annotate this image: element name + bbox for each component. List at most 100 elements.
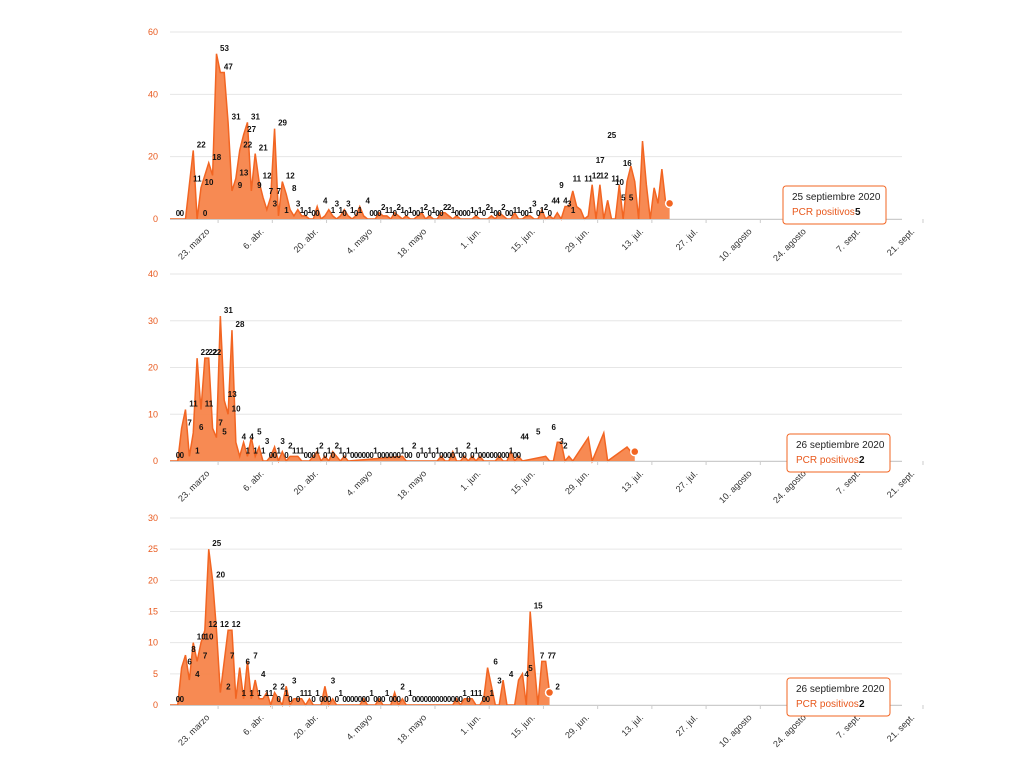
data-label: 0 (416, 695, 421, 704)
x-tick-label: 13. jul. (619, 468, 645, 494)
data-label: 3 (497, 676, 502, 685)
data-label: 1 (346, 446, 351, 455)
data-label: 9 (257, 181, 262, 190)
data-label: 1 (338, 446, 343, 455)
x-tick-label: 15. jun. (509, 226, 537, 254)
tooltip-value: 2 (859, 699, 865, 710)
hover-marker[interactable] (544, 687, 555, 698)
x-tick-label: 6. abr. (241, 712, 266, 737)
tooltip: 25 septiembre 2020 PCR positivos 5 (782, 185, 887, 225)
data-label: 1 (195, 446, 200, 455)
data-label: 0 (331, 451, 336, 460)
tooltip-series-name: PCR positivos (792, 207, 855, 218)
data-label: 1 (420, 206, 425, 215)
hover-marker[interactable] (664, 198, 675, 209)
data-label: 5 (222, 428, 227, 437)
data-label: 4 (555, 197, 560, 206)
data-label: 1 (408, 689, 413, 698)
data-label: 1 (257, 689, 262, 698)
data-label: 0 (354, 695, 359, 704)
data-label: 0 (381, 451, 386, 460)
y-tick-label: 40 (148, 269, 158, 279)
data-label: 1 (307, 206, 312, 215)
data-label: 8 (292, 184, 297, 193)
data-label: 1 (513, 206, 518, 215)
tooltip-date: 26 septiembre 2020 (796, 440, 885, 451)
data-label: 12 (220, 620, 229, 629)
data-label: 11 (189, 400, 198, 409)
data-label: 13 (228, 390, 237, 399)
data-label: 7 (540, 651, 545, 660)
data-label: 1 (373, 446, 378, 455)
x-tick-label: 4. mayo (344, 468, 374, 498)
y-tick-label: 0 (153, 214, 158, 224)
x-tick-label: 29. jun. (563, 712, 591, 740)
data-label: 0 (381, 695, 386, 704)
data-label: 0 (311, 695, 316, 704)
data-label: 5 (257, 428, 262, 437)
data-label: 4 (520, 432, 525, 441)
y-tick-label: 40 (148, 89, 158, 99)
data-label: 0 (501, 451, 506, 460)
data-label: 1 (245, 446, 250, 455)
data-label: 0 (466, 209, 471, 218)
data-label: 4 (195, 670, 200, 679)
data-label: 17 (596, 156, 605, 165)
data-label: 1 (242, 689, 247, 698)
data-label: 0 (346, 695, 351, 704)
x-tick-label: 15. jun. (509, 468, 537, 496)
tooltip-value: 5 (855, 207, 861, 218)
data-label: 1 (300, 206, 305, 215)
data-label: 0 (509, 209, 514, 218)
data-label: 0 (435, 209, 440, 218)
data-label: 0 (513, 451, 518, 460)
x-tick-label: 6. abr. (241, 226, 266, 251)
data-label: 53 (220, 44, 229, 53)
data-label: 12 (600, 172, 609, 181)
data-label: 31 (251, 112, 260, 121)
data-label: 0 (431, 451, 436, 460)
data-label: 1 (540, 206, 545, 215)
tooltip-series-name: PCR positivos (796, 699, 859, 710)
data-label: 1 (249, 689, 254, 698)
data-label: 0 (404, 451, 409, 460)
data-label: 0 (408, 451, 413, 460)
data-label: 2 (397, 203, 402, 212)
data-label: 0 (180, 695, 185, 704)
data-label: 5 (528, 664, 533, 673)
tooltip: 26 septiembre 2020 PCR positivos 2 (786, 433, 891, 473)
data-label: 0 (451, 695, 456, 704)
data-label: 12 (592, 172, 601, 181)
data-label: 0 (416, 451, 421, 460)
x-tick-label: 29. jun. (563, 226, 591, 254)
data-label: 1 (451, 206, 456, 215)
data-label: 0 (377, 695, 382, 704)
data-label: 1 (489, 689, 494, 698)
data-label: 2 (381, 203, 386, 212)
x-tick-label: 7. sept. (834, 226, 862, 254)
data-label: 10 (205, 178, 214, 187)
data-label: 8 (191, 645, 196, 654)
data-label: 0 (482, 695, 487, 704)
x-tick-label: 10. agosto (717, 468, 754, 505)
x-tick-label: 13. jul. (619, 226, 645, 252)
data-label: 0 (548, 209, 553, 218)
data-label: 0 (439, 451, 444, 460)
data-label: 0 (269, 451, 274, 460)
data-label: 5 (536, 428, 541, 437)
data-label: 0 (455, 209, 460, 218)
x-tick-label: 18. mayo (395, 226, 428, 259)
data-label: 3 (346, 200, 351, 209)
data-label: 0 (424, 695, 429, 704)
data-label: 2 (563, 442, 568, 451)
hover-marker[interactable] (630, 446, 640, 457)
data-label: 0 (369, 451, 374, 460)
data-label: 0 (459, 695, 464, 704)
data-label: 1 (474, 446, 479, 455)
x-tick-label: 7. sept. (834, 468, 862, 496)
data-label: 7 (276, 187, 281, 196)
series-area (170, 316, 635, 461)
data-label: 0 (369, 209, 374, 218)
data-label: 0 (443, 451, 448, 460)
data-label: 2 (555, 683, 560, 692)
